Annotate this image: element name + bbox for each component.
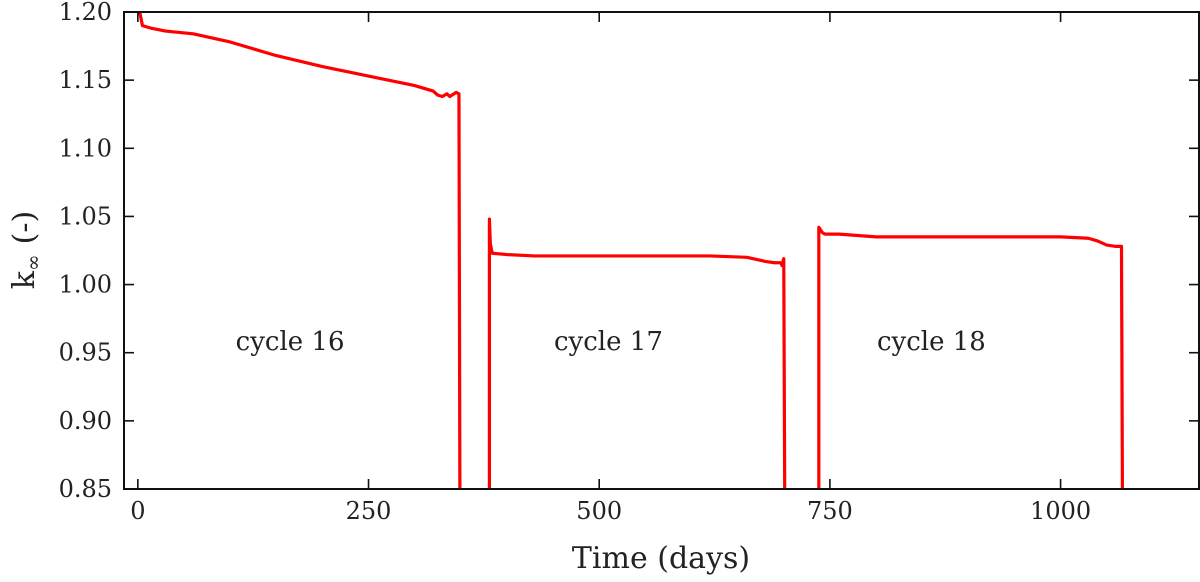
annotation-cycle-16: cycle 16	[236, 327, 345, 357]
series-line-cycle-16	[138, 11, 462, 490]
y-axis-title-unit: (-)	[7, 211, 42, 245]
y-tick-label: 1.05	[59, 202, 112, 230]
y-tick-label: 1.00	[59, 271, 112, 299]
x-tick-label: 250	[346, 497, 392, 525]
x-axis-title: Time (days)	[572, 541, 750, 576]
x-tick-label: 0	[130, 497, 145, 525]
y-tick-label: 0.90	[59, 407, 112, 435]
annotation-cycle-18: cycle 18	[877, 327, 986, 357]
x-tick-label: 1000	[1030, 497, 1091, 525]
series-line-cycle-18	[817, 225, 1125, 490]
x-tick-label: 500	[576, 497, 622, 525]
svg-text:k∞(-): k∞ (-)	[7, 211, 45, 289]
y-tick-label: 0.85	[59, 475, 112, 503]
series-layer	[138, 11, 1125, 490]
y-tick-label: 1.10	[59, 134, 112, 162]
x-tick-label: 750	[807, 497, 853, 525]
y-tick-label: 0.95	[59, 339, 112, 367]
y-axis-title: k∞ (-)	[7, 211, 45, 289]
y-axis-title-main: k	[7, 270, 42, 289]
annotation-cycle-17: cycle 17	[554, 327, 663, 357]
plot-frame	[123, 11, 1200, 490]
series-line-cycle-17	[487, 217, 787, 490]
y-tick-label: 1.20	[59, 0, 112, 26]
y-tick-label: 1.15	[59, 66, 112, 94]
annotations: cycle 16 cycle 17 cycle 18	[236, 327, 986, 357]
ticks-layer: 0 250 500 750 1000 0.85 0.90 0.95 1.00 1.05 1.10 1.…	[59, 0, 1199, 525]
y-axis-title-sub: ∞	[21, 254, 45, 271]
